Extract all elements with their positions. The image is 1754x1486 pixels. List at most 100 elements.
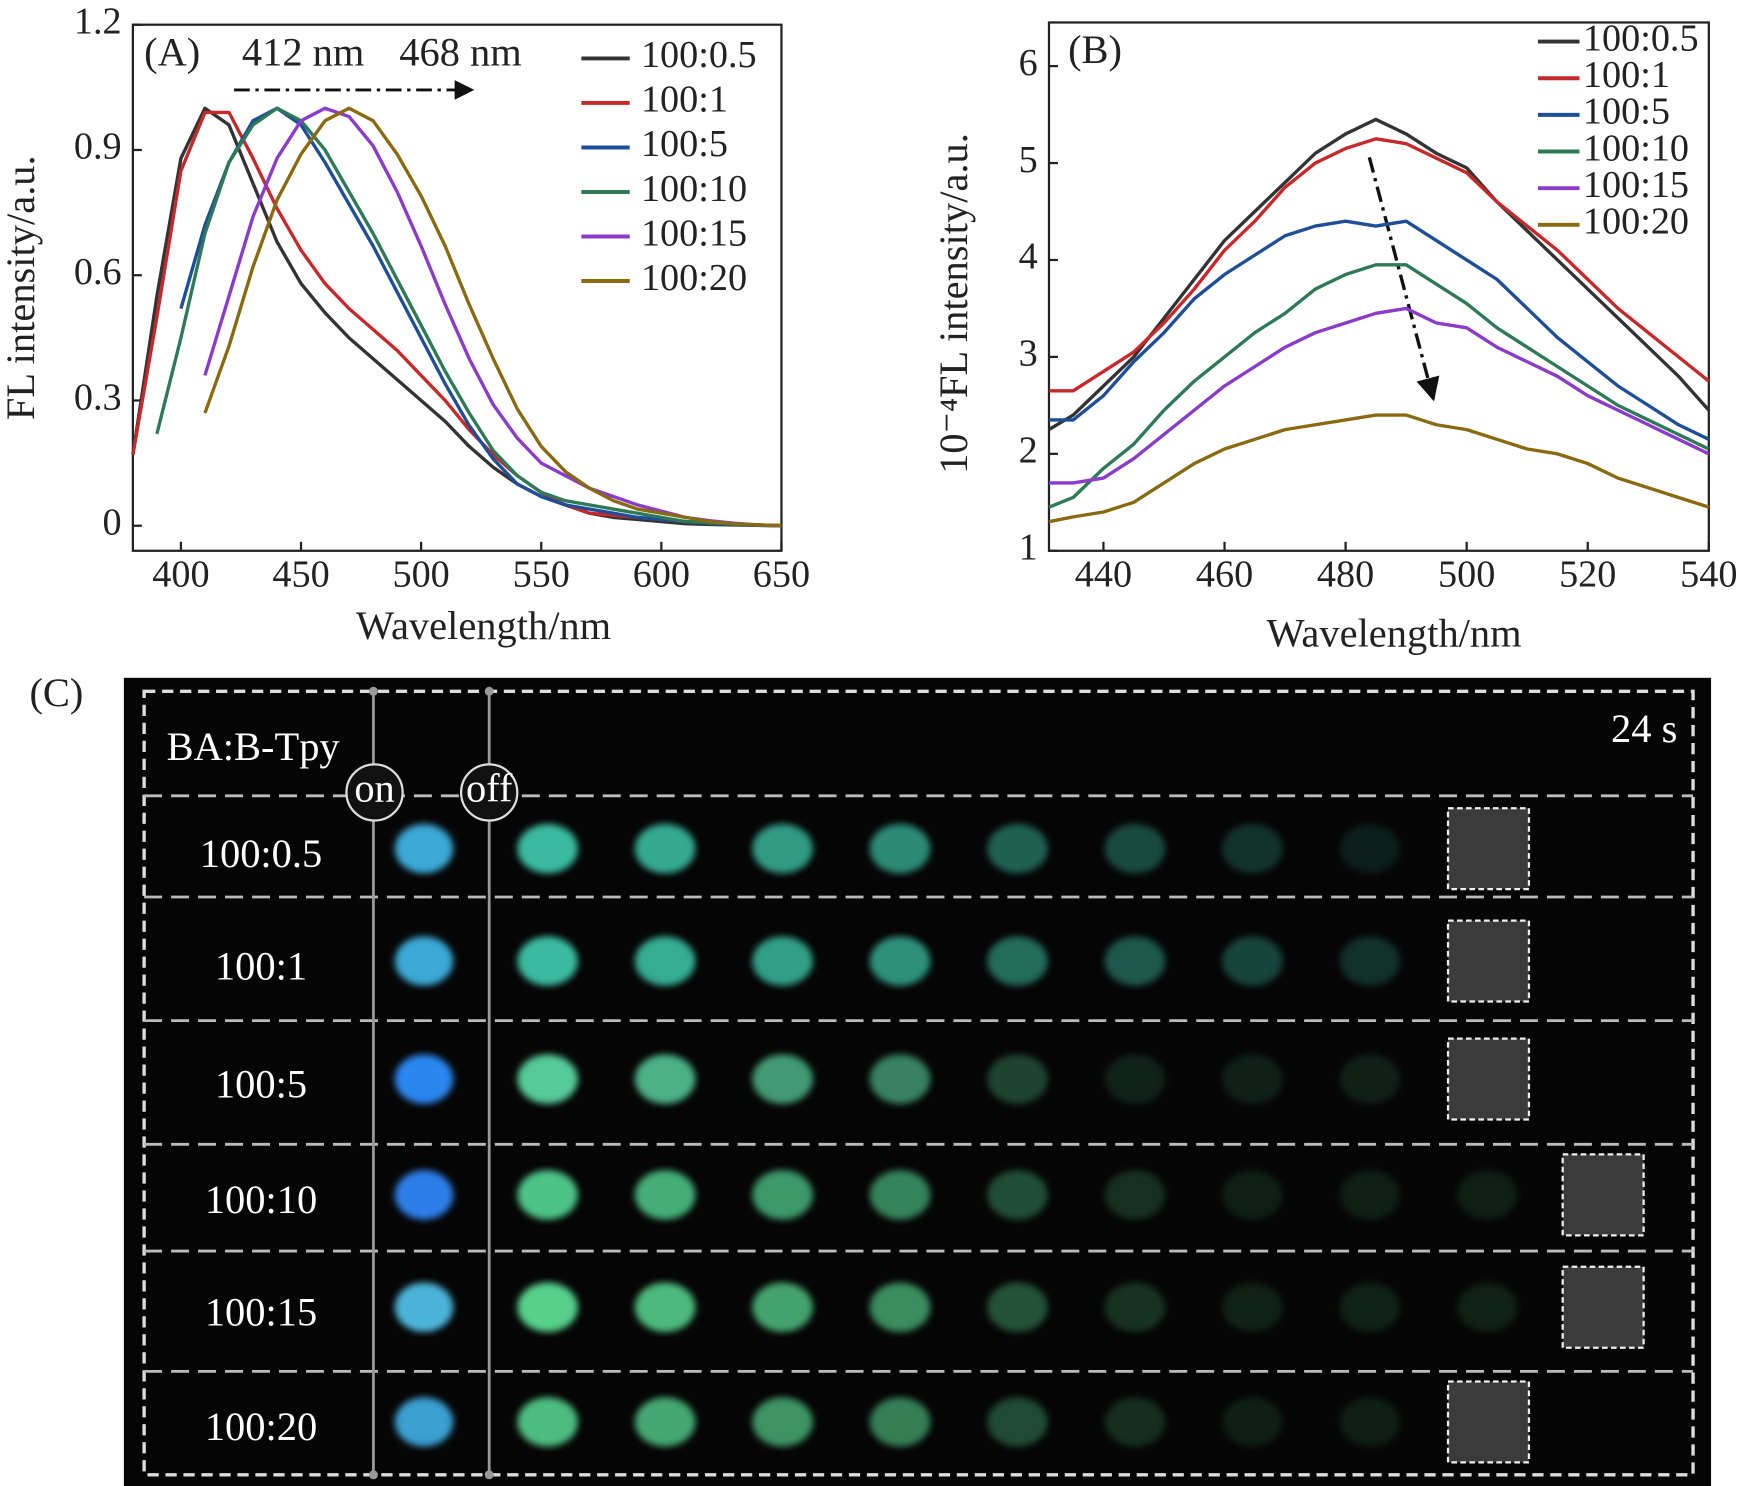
marker-dot [484,1470,494,1480]
phosphor-spot [752,1054,813,1104]
phosphor-spot [1339,1282,1401,1333]
phosphor-spot [987,823,1048,874]
y-tick-label: 2 [1019,430,1038,472]
y-tick-label: 4 [1019,236,1038,278]
phosphor-spot [1339,823,1401,874]
legend-label: 100:20 [641,257,747,299]
state-label: off [466,766,513,811]
legend-label: 100:1 [641,79,728,121]
phosphor-spot [394,1054,454,1104]
marker-dot [368,1470,378,1480]
x-tick-label: 500 [1438,554,1495,596]
phosphor-spot [517,1170,579,1220]
legend-label: 100:5 [1583,91,1670,133]
y-tick-label: 3 [1019,333,1038,375]
final-frame-box [1561,1265,1645,1349]
series-line [1048,413,1710,524]
phosphor-spot [987,1282,1048,1333]
x-tick-label: 440 [1075,554,1132,596]
y-axis-title: FL intensity/a.u. [0,155,43,420]
x-tick-label: 400 [152,554,209,596]
legend-label: 100:15 [1583,164,1689,206]
state-label: on [354,766,394,811]
marker-dot [368,686,378,696]
phosphor-spot [987,1397,1048,1447]
phosphor-spot [752,1282,813,1333]
y-tick-label: 1 [1019,527,1038,569]
series-line [1048,137,1710,393]
phosphor-spot [517,1054,579,1104]
x-tick-label: 480 [1317,554,1374,596]
series-line [1048,219,1710,441]
annotation: 412 nm [242,29,364,74]
time-label: 24 s [1611,706,1677,751]
legend-label: 100:10 [641,168,747,210]
y-tick-label: 0.3 [74,376,122,418]
phosphor-spot [1222,823,1283,874]
plot-frame [131,23,783,552]
phosphor-spot [1222,1054,1283,1104]
phosphor-spot [987,936,1048,986]
legend-label: 100:10 [1583,127,1689,169]
phosphor-spot [394,823,454,874]
x-axis-title: Wavelength/nm [1267,611,1522,656]
legend-label: 100:0.5 [1583,17,1699,59]
row-label: 100:20 [205,1404,317,1449]
phosphor-spot [869,1282,931,1333]
legend-label: 100:0.5 [641,34,757,76]
x-tick-label: 650 [753,554,810,596]
x-tick-label: 520 [1559,554,1616,596]
photo-frame [142,689,1695,1477]
series-line [155,106,782,528]
phosphor-spot [1104,1170,1166,1220]
x-tick-label: 500 [392,554,449,596]
panel-label: (B) [1068,27,1122,72]
phosphor-spot [634,823,696,874]
x-tick-label: 540 [1680,554,1737,596]
phosphor-spot [1104,823,1166,874]
series-line [203,106,782,528]
phosphor-spot [517,936,579,986]
phosphor-spot [869,1054,931,1104]
series-line [131,106,782,528]
phosphor-spot [752,936,813,986]
phosphor-spot [634,1170,696,1220]
panel-label: (C) [29,670,83,715]
y-tick-label: 1.2 [74,0,122,42]
row-label: 100:10 [205,1177,317,1222]
photo-content: on off 100:0.5 100:1 100:5 100:10 100:15 100:20 [144,686,1694,1480]
phosphor-spot [517,1282,579,1333]
final-frame-box [1446,1380,1531,1464]
phosphor-spot [1104,1054,1166,1104]
phosphor-spot [752,1170,813,1220]
x-axis-title: Wavelength/nm [356,603,611,648]
phosphor-spot [394,936,454,986]
phosphor-spot [1222,1282,1283,1333]
phosphor-spot [394,1170,454,1220]
phosphor-spot [869,823,931,874]
phosphor-spot [634,1397,696,1447]
x-tick-label: 600 [633,554,690,596]
phosphor-spot [1222,1397,1283,1447]
phosphor-spot [1222,1170,1283,1220]
phosphor-spot [869,1397,931,1447]
series-line [1048,306,1710,485]
phosphor-spot [1339,1397,1401,1447]
state-badge [459,763,519,822]
x-tick-label: 550 [513,554,570,596]
row-label: 100:15 [205,1290,317,1335]
phosphor-spot [517,1397,579,1447]
row-label: 100:5 [215,1061,307,1106]
phosphor-spot [1104,936,1166,986]
photo-title: BA:B-Tpy [167,724,341,769]
phosphor-spot [869,1170,931,1220]
phosphor-spot [1339,1170,1401,1220]
y-tick-label: 0.6 [74,251,122,293]
legend-label: 100:15 [641,212,747,254]
phosphor-spot [517,823,579,874]
phosphor-spot [987,1170,1048,1220]
decrease-arrow [1367,156,1440,402]
annotation: 468 nm [399,29,522,74]
phosphor-spot [634,936,696,986]
